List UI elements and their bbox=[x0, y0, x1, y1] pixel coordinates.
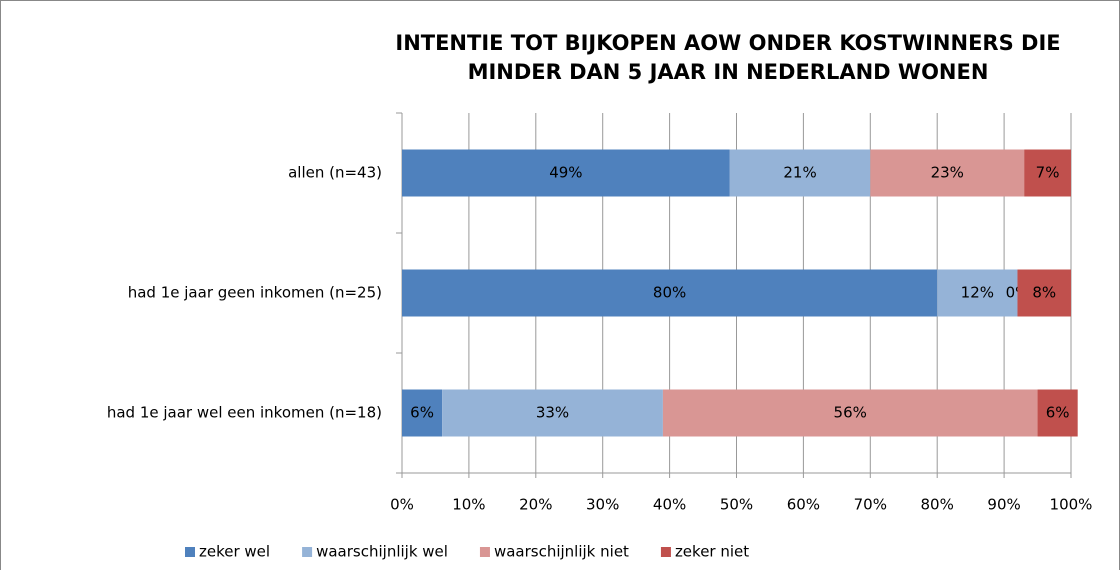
y-tick-label: had 1e jaar wel een inkomen (n=18) bbox=[107, 404, 382, 422]
bar-segment bbox=[402, 389, 443, 437]
x-tick-label: 20% bbox=[519, 496, 552, 514]
x-tick-label: 70% bbox=[854, 496, 887, 514]
bar-segment bbox=[870, 149, 1025, 197]
data-label: 6% bbox=[1046, 404, 1070, 422]
bar-segment bbox=[1017, 269, 1071, 317]
bar-segment bbox=[1037, 389, 1078, 437]
data-label: 33% bbox=[536, 404, 569, 422]
bar-segment bbox=[662, 389, 1038, 437]
data-label: 7% bbox=[1036, 164, 1060, 182]
data-label: 8% bbox=[1032, 284, 1056, 302]
x-tick-label: 40% bbox=[653, 496, 686, 514]
x-tick-label: 50% bbox=[720, 496, 753, 514]
chart-title: INTENTIE TOT BIJKOPEN AOW ONDER KOSTWINN… bbox=[395, 31, 1060, 55]
legend-swatch bbox=[302, 547, 313, 557]
data-label: 6% bbox=[410, 404, 434, 422]
legend-label: zeker wel bbox=[199, 543, 270, 561]
data-label: 56% bbox=[834, 404, 867, 422]
bar-segment bbox=[402, 269, 938, 317]
legend-label: waarschijnlijk wel bbox=[316, 543, 448, 561]
bar-segment bbox=[402, 149, 730, 197]
x-tick-label: 100% bbox=[1050, 496, 1093, 514]
legend-swatch bbox=[185, 547, 195, 557]
x-tick-label: 10% bbox=[452, 496, 485, 514]
x-tick-label: 90% bbox=[987, 496, 1020, 514]
bar-segment bbox=[442, 389, 663, 437]
y-tick-label: had 1e jaar geen inkomen (n=25) bbox=[128, 284, 382, 302]
x-tick-label: 60% bbox=[787, 496, 820, 514]
legend-swatch bbox=[660, 547, 671, 557]
bar-segment bbox=[729, 149, 871, 197]
legend-label: zeker niet bbox=[675, 543, 749, 561]
bar-segment bbox=[1024, 149, 1071, 197]
data-label: 21% bbox=[783, 164, 816, 182]
x-tick-label: 0% bbox=[390, 496, 414, 514]
x-tick-label: 30% bbox=[586, 496, 619, 514]
data-label: 23% bbox=[931, 164, 964, 182]
data-label: 80% bbox=[653, 284, 686, 302]
data-label: 12% bbox=[961, 284, 994, 302]
legend-label: waarschijnlijk niet bbox=[494, 543, 629, 561]
data-label: 49% bbox=[549, 164, 582, 182]
y-tick-label: allen (n=43) bbox=[288, 164, 382, 182]
chart-title: MINDER DAN 5 JAAR IN NEDERLAND WONEN bbox=[468, 60, 989, 84]
x-tick-label: 80% bbox=[921, 496, 954, 514]
legend-swatch bbox=[479, 547, 490, 557]
bar-segment bbox=[937, 269, 1018, 317]
